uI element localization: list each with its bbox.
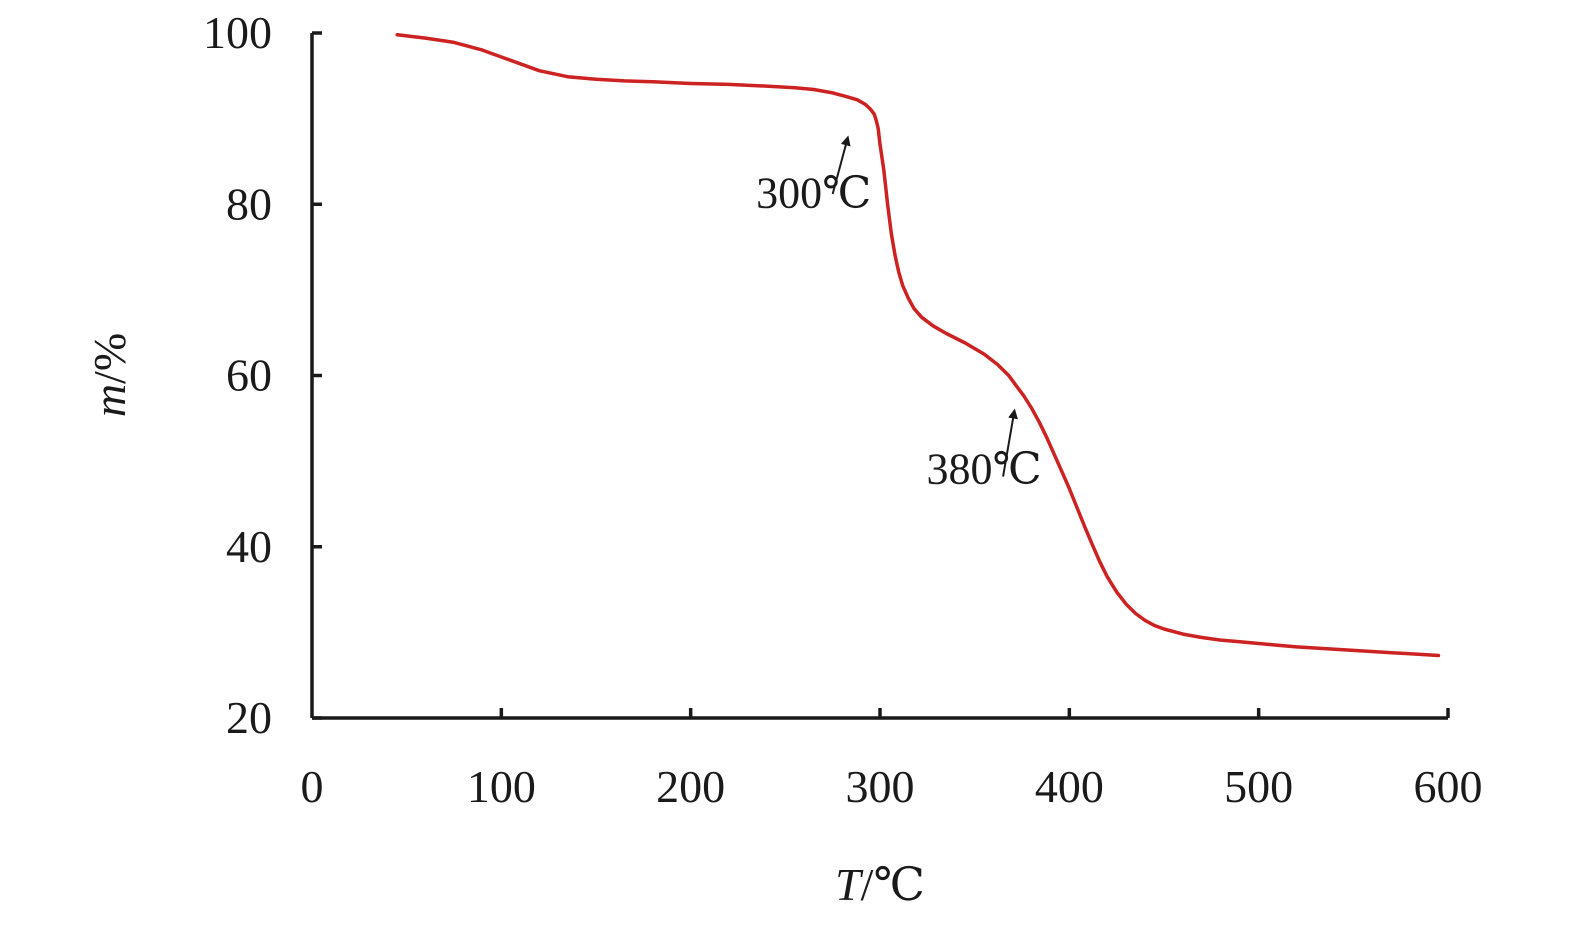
y-tick-label: 80 — [226, 178, 272, 229]
annotation-arrow — [1002, 408, 1018, 477]
y-tick-label: 100 — [203, 7, 272, 58]
x-axis-title-var: T — [835, 859, 864, 910]
y-tick-label: 60 — [226, 350, 272, 401]
y-tick-label: 40 — [226, 521, 272, 572]
data-series — [395, 32, 1441, 658]
annotations: 300℃ 380℃ — [756, 135, 1042, 493]
y-axis-title-var: m — [84, 384, 135, 417]
y-axis-title: m/% — [84, 333, 135, 417]
x-tick-label: 600 — [1414, 761, 1483, 812]
x-tick-label: 200 — [656, 761, 725, 812]
x-tick-label: 0 — [301, 761, 324, 812]
annotation-label: 380℃ — [927, 444, 1042, 493]
y-axis-ticks: 20 40 60 80 100 — [203, 7, 322, 743]
y-tick-label: 20 — [226, 692, 272, 743]
y-axis-title-unit: /% — [84, 333, 135, 384]
x-tick-label: 300 — [846, 761, 915, 812]
x-tick-label: 100 — [467, 761, 536, 812]
annotation-arrow — [831, 135, 851, 195]
x-axis-ticks: 0 100 200 300 400 500 600 — [301, 708, 1483, 812]
x-axis-title-unit: /℃ — [861, 859, 925, 910]
series-line — [395, 32, 1441, 658]
x-tick-label: 500 — [1224, 761, 1293, 812]
annotation-label: 300℃ — [756, 169, 871, 218]
x-axis-title: T/℃ — [835, 859, 925, 910]
x-tick-label: 400 — [1035, 761, 1104, 812]
